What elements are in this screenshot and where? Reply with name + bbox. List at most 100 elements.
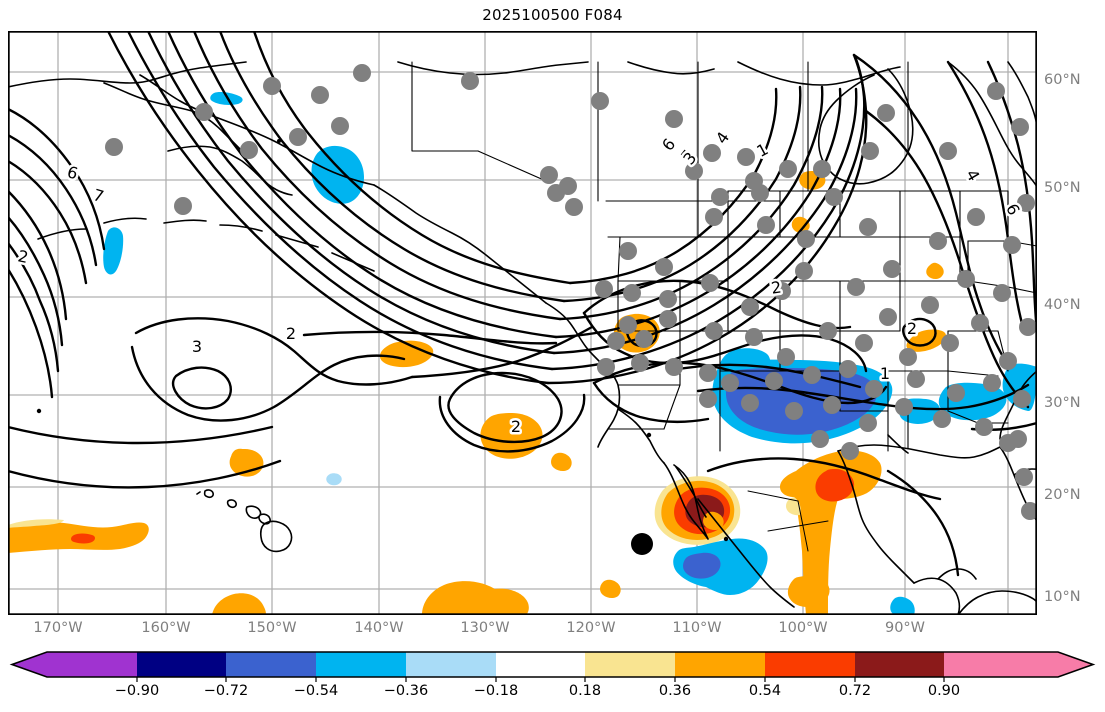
contour-line-31 [902, 317, 937, 347]
shaded-region-south-orange-1 [212, 593, 266, 615]
page-title: 2025100500 F084 [482, 6, 623, 24]
station-dot [635, 330, 653, 348]
contour-line-40 [8, 425, 274, 445]
colorbar-segment[interactable] [675, 652, 765, 677]
station-dot [591, 92, 609, 110]
colorbar-swatches[interactable] [0, 650, 1105, 684]
map-frame [8, 31, 1037, 615]
station-dot [240, 141, 258, 159]
colorbar-segment[interactable] [765, 652, 855, 677]
contour-line-21 [130, 345, 406, 422]
station-dot [565, 198, 583, 216]
contour-line-1 [106, 31, 550, 385]
station-dot [929, 232, 947, 250]
contour-line-37 [8, 159, 88, 285]
shaded-region-baja-offshore-orange [480, 413, 543, 459]
colorbar-segment[interactable] [316, 652, 406, 677]
contour-line-39 [8, 107, 106, 251]
station-dot [841, 442, 859, 460]
station-dot [721, 374, 739, 392]
colorbar-segment[interactable] [406, 652, 496, 677]
station-dot [745, 328, 763, 346]
shaded-region-caribbean-cyan [890, 596, 915, 615]
colorbar-tick-label: 0.72 [838, 683, 872, 699]
station-dot [803, 366, 821, 384]
colorbar-outline [9, 651, 1096, 678]
station-dot [703, 144, 721, 162]
station-dot [195, 103, 213, 121]
contour-line-19 [171, 366, 232, 410]
shaded-region-hawaii-lightblue [326, 473, 342, 486]
colorbar-segment[interactable] [137, 652, 226, 677]
station-dot [999, 434, 1017, 452]
station-dot [797, 230, 815, 248]
shaded-region-tropical-pacific-cyan [673, 538, 768, 595]
shaded-region-central-america-orange [787, 575, 830, 607]
contour-line-5 [192, 31, 562, 321]
station-dot [699, 364, 717, 382]
latitude-label: 40°N [1044, 297, 1081, 313]
station-dot [839, 360, 857, 378]
colorbar-segment[interactable] [585, 652, 675, 677]
colorbar-segment[interactable] [226, 652, 316, 677]
station-dot [811, 430, 829, 448]
station-dot [597, 358, 615, 376]
latitude-label: 30°N [1044, 395, 1081, 411]
station-dot [921, 296, 939, 314]
colorbar-segment[interactable] [855, 652, 944, 677]
colorbar-segment[interactable] [496, 652, 585, 677]
contour-line-45 [886, 469, 960, 577]
coastline-mexico-west [697, 498, 795, 608]
station-dot [907, 370, 925, 388]
latitude-label: 10°N [1044, 589, 1081, 605]
station-dot [1015, 468, 1033, 486]
station-dot [699, 390, 717, 408]
colorbar-tick-label: −0.72 [203, 683, 249, 699]
station-dot [619, 316, 637, 334]
station-dot [547, 184, 565, 202]
colorbar-tick-label: −0.54 [293, 683, 339, 699]
station-dot [665, 358, 683, 376]
station-dot [773, 282, 791, 300]
coastline-us-gulf [837, 434, 1001, 459]
station-dot [701, 274, 719, 292]
station-dot [619, 242, 637, 260]
longitude-label: 120°W [566, 620, 616, 636]
latitude-label: 20°N [1044, 487, 1081, 503]
longitude-label: 140°W [354, 620, 404, 636]
station-dot [947, 384, 965, 402]
contour-line-2 [126, 31, 554, 371]
station-dot [777, 348, 795, 366]
station-dot [737, 148, 755, 166]
station-dot [819, 322, 837, 340]
coastline-gulf-california [675, 466, 707, 518]
station-dot [461, 72, 479, 90]
contour-line-23 [410, 325, 594, 379]
station-dot [975, 418, 993, 436]
colorbar-segment[interactable] [47, 652, 137, 677]
station-dot [895, 398, 913, 416]
shaded-region-offshore-small-2 [551, 452, 572, 471]
station-dot [877, 104, 895, 122]
contour-line-43 [706, 457, 942, 501]
longitude-label: 160°W [141, 620, 191, 636]
small-point-markers [36, 139, 729, 542]
station-dot [623, 284, 641, 302]
station-dot [899, 348, 917, 366]
colorbar[interactable]: −0.90 −0.72 −0.54 −0.36 −0.18 0.18 0.36 0.54 0.7… [0, 650, 1105, 712]
colorbar-tick-label: −0.90 [114, 683, 160, 699]
station-dot [705, 208, 723, 226]
black-point-marker [631, 533, 653, 555]
coastline-central-america [957, 590, 1037, 615]
shaded-region-dakota-orange [791, 216, 810, 233]
shaded-region-gulf-mexico-yellow-fringe [786, 497, 801, 516]
coastline-alaska-south [139, 74, 375, 186]
station-dot [987, 82, 1005, 100]
colorbar-segment[interactable] [944, 652, 1058, 677]
colorbar-extend-left [12, 652, 47, 677]
station-dot [765, 372, 783, 390]
longitude-label: 100°W [778, 620, 828, 636]
station-dot [957, 270, 975, 288]
station-dot [999, 352, 1017, 370]
coastline-aleutians [37, 217, 375, 272]
